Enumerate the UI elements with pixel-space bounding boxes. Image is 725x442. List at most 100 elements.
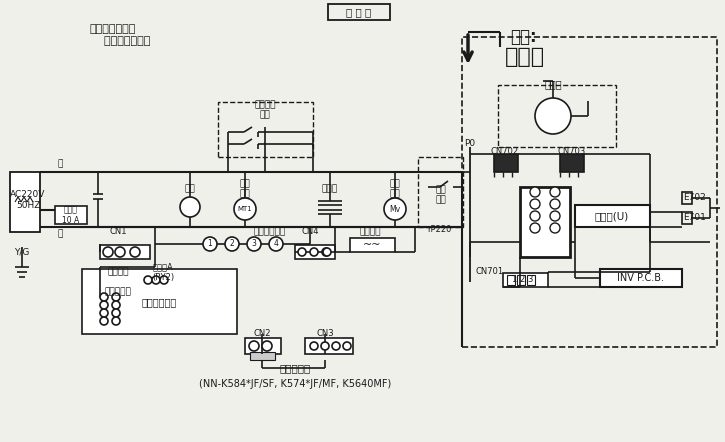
Text: Mv: Mv bbox=[389, 205, 400, 213]
Bar bbox=[100, 245, 150, 259]
Bar bbox=[218, 102, 313, 157]
Circle shape bbox=[343, 342, 351, 350]
Text: 高压区: 高压区 bbox=[505, 47, 545, 67]
Text: 数据程序电路: 数据程序电路 bbox=[141, 297, 177, 307]
Circle shape bbox=[321, 342, 329, 350]
Text: 注：炉门关闭。: 注：炉门关闭。 bbox=[90, 24, 136, 34]
Circle shape bbox=[203, 237, 217, 251]
Text: 继电器A
(RY2): 继电器A (RY2) bbox=[152, 262, 174, 282]
Text: 低压变压器: 低压变压器 bbox=[104, 287, 131, 297]
Circle shape bbox=[262, 341, 272, 351]
Bar bbox=[600, 269, 682, 287]
Text: 3: 3 bbox=[527, 275, 533, 285]
Text: 热敏电阻: 热敏电阻 bbox=[360, 228, 381, 236]
Circle shape bbox=[530, 199, 540, 209]
Text: rP220: rP220 bbox=[428, 225, 452, 233]
Bar bbox=[462, 37, 717, 347]
Circle shape bbox=[160, 276, 168, 284]
Text: 4: 4 bbox=[273, 240, 278, 248]
Text: 炉灯: 炉灯 bbox=[185, 184, 195, 194]
Bar bbox=[507, 275, 515, 285]
Circle shape bbox=[112, 309, 120, 317]
Circle shape bbox=[530, 187, 540, 197]
Text: 磁控管: 磁控管 bbox=[544, 79, 562, 89]
Bar bbox=[245, 338, 281, 354]
Text: 加热器: 加热器 bbox=[322, 184, 338, 194]
Text: E701: E701 bbox=[684, 213, 706, 221]
Circle shape bbox=[535, 98, 571, 134]
Bar bbox=[494, 154, 518, 172]
Text: 变频器(U): 变频器(U) bbox=[595, 211, 629, 221]
Text: CN4: CN4 bbox=[302, 228, 319, 236]
Circle shape bbox=[310, 342, 318, 350]
Circle shape bbox=[269, 237, 283, 251]
Circle shape bbox=[115, 247, 125, 257]
Circle shape bbox=[530, 223, 540, 233]
Circle shape bbox=[152, 276, 160, 284]
Circle shape bbox=[144, 276, 152, 284]
Text: 1: 1 bbox=[207, 240, 212, 248]
Text: ~~: ~~ bbox=[362, 240, 381, 250]
Circle shape bbox=[100, 317, 108, 325]
Text: 新 高 压: 新 高 压 bbox=[347, 7, 372, 17]
Bar bbox=[82, 269, 237, 334]
Circle shape bbox=[225, 237, 239, 251]
Text: 转盘
电机: 转盘 电机 bbox=[240, 179, 250, 199]
Text: CN1: CN1 bbox=[109, 228, 127, 236]
Bar bbox=[498, 85, 616, 147]
Text: CN701: CN701 bbox=[476, 267, 504, 277]
Circle shape bbox=[550, 199, 560, 209]
Circle shape bbox=[298, 248, 306, 256]
Bar bbox=[350, 238, 395, 252]
Circle shape bbox=[550, 187, 560, 197]
Circle shape bbox=[550, 223, 560, 233]
Circle shape bbox=[322, 248, 330, 256]
Text: CN3: CN3 bbox=[316, 329, 334, 339]
Text: P0: P0 bbox=[465, 140, 476, 149]
Text: Y/G: Y/G bbox=[14, 248, 30, 256]
Bar bbox=[55, 206, 87, 224]
Bar bbox=[418, 157, 463, 227]
Circle shape bbox=[112, 293, 120, 301]
Bar bbox=[305, 338, 353, 354]
Bar bbox=[295, 245, 335, 259]
Bar bbox=[575, 205, 650, 227]
Bar bbox=[520, 187, 570, 257]
Circle shape bbox=[100, 309, 108, 317]
Circle shape bbox=[180, 197, 200, 217]
Text: CN702: CN702 bbox=[491, 148, 519, 156]
Text: (NN-K584*JF/SF, K574*JF/MF, K5640MF): (NN-K584*JF/SF, K574*JF/MF, K5640MF) bbox=[199, 379, 391, 389]
Text: 蓝: 蓝 bbox=[57, 160, 62, 168]
Text: 保险丝
10 A: 保险丝 10 A bbox=[62, 205, 80, 225]
Text: 风扇
电机: 风扇 电机 bbox=[389, 179, 400, 199]
Circle shape bbox=[112, 317, 120, 325]
Circle shape bbox=[112, 301, 120, 309]
Text: 初级碰锁
开关: 初级碰锁 开关 bbox=[254, 100, 276, 120]
Text: E702: E702 bbox=[684, 193, 706, 202]
Text: INV P.C.B.: INV P.C.B. bbox=[618, 273, 665, 283]
Text: 棕: 棕 bbox=[57, 229, 62, 239]
Text: MT1: MT1 bbox=[238, 206, 252, 212]
Text: 微波炉不工作。: 微波炉不工作。 bbox=[90, 36, 150, 46]
Text: 1: 1 bbox=[511, 275, 517, 285]
Circle shape bbox=[384, 198, 406, 220]
Text: 蒸汽感应器: 蒸汽感应器 bbox=[279, 363, 310, 373]
Bar bbox=[250, 352, 275, 360]
Bar bbox=[560, 154, 584, 172]
Bar bbox=[682, 192, 692, 204]
Circle shape bbox=[332, 342, 340, 350]
Text: 短路
开关: 短路 开关 bbox=[436, 185, 447, 205]
Bar bbox=[682, 212, 692, 224]
Text: 次级碰锁开关: 次级碰锁开关 bbox=[254, 228, 286, 236]
Circle shape bbox=[103, 247, 113, 257]
Circle shape bbox=[323, 248, 331, 256]
Text: CN2: CN2 bbox=[253, 329, 270, 339]
Circle shape bbox=[530, 211, 540, 221]
Circle shape bbox=[234, 198, 256, 220]
Bar bbox=[10, 172, 40, 232]
Text: 压敏电阻: 压敏电阻 bbox=[107, 267, 129, 277]
Circle shape bbox=[247, 237, 261, 251]
Circle shape bbox=[310, 248, 318, 256]
Circle shape bbox=[100, 293, 108, 301]
Text: 3: 3 bbox=[252, 240, 257, 248]
